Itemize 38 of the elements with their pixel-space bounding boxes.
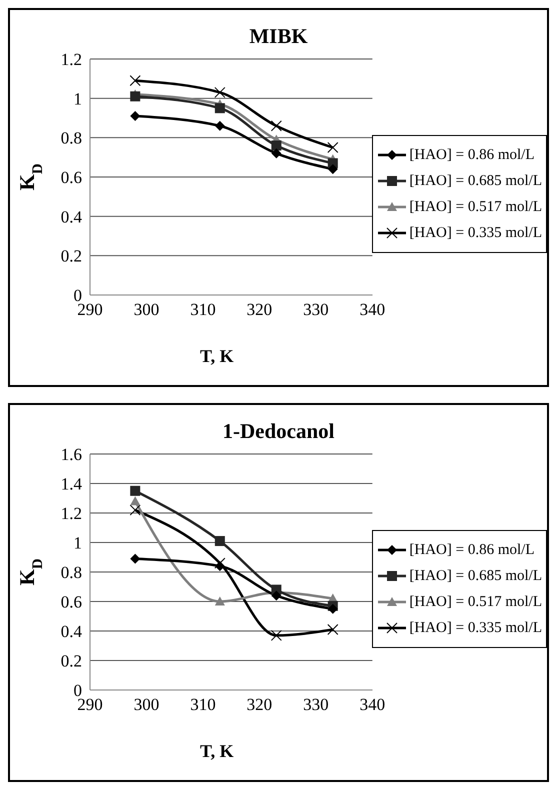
y-tick-label: 1.4 xyxy=(60,474,82,494)
x-tick-label: 310 xyxy=(190,300,216,320)
legend-label: [HAO] = 0.517 mol/L xyxy=(409,198,542,217)
chart-title: MIBK xyxy=(248,24,309,49)
x-tick-label: 290 xyxy=(77,695,103,714)
y-tick-label: 1.2 xyxy=(60,504,82,524)
y-tick-label: 0.4 xyxy=(60,622,82,642)
x-tick-label: 330 xyxy=(303,695,329,714)
legend-label: [HAO] = 0.517 mol/L xyxy=(409,593,542,612)
legend-label: [HAO] = 0.86 mol/L xyxy=(409,541,534,560)
legend-label: [HAO] = 0.335 mol/L xyxy=(409,619,542,638)
x-tick-label: 340 xyxy=(360,300,386,320)
y-tick-label: 1.6 xyxy=(60,445,82,464)
x-tick-label: 300 xyxy=(134,300,160,320)
y-tick-label: 1 xyxy=(74,89,82,108)
y-tick-label: 0.8 xyxy=(60,563,82,582)
x-tick-label: 320 xyxy=(246,695,272,714)
legend-label: [HAO] = 0.335 mol/L xyxy=(409,224,542,243)
y-tick-label: 0.6 xyxy=(60,592,82,612)
chart-title: 1-Dedocanol xyxy=(222,419,336,444)
y-tick-label: 0.4 xyxy=(60,207,82,226)
x-tick-label: 340 xyxy=(360,695,386,714)
x-axis-title: T, K xyxy=(200,346,234,367)
y-tick-label: 1 xyxy=(74,534,82,553)
legend-label: [HAO] = 0.86 mol/L xyxy=(409,146,534,165)
y-tick-label: 0.2 xyxy=(60,246,82,266)
x-axis-title: T, K xyxy=(200,741,234,762)
x-tick-label: 310 xyxy=(190,695,216,714)
x-tick-label: 290 xyxy=(77,300,103,320)
x-tick-label: 330 xyxy=(303,300,329,320)
legend-label: [HAO] = 0.685 mol/L xyxy=(409,172,542,191)
legend-label: [HAO] = 0.685 mol/L xyxy=(409,567,542,586)
x-tick-label: 300 xyxy=(134,695,160,714)
y-tick-label: 0.2 xyxy=(60,652,82,671)
y-tick-label: 0.8 xyxy=(60,128,82,148)
y-tick-label: 0.6 xyxy=(60,168,82,188)
y-tick-label: 1.2 xyxy=(60,50,82,70)
x-tick-label: 320 xyxy=(246,300,272,320)
